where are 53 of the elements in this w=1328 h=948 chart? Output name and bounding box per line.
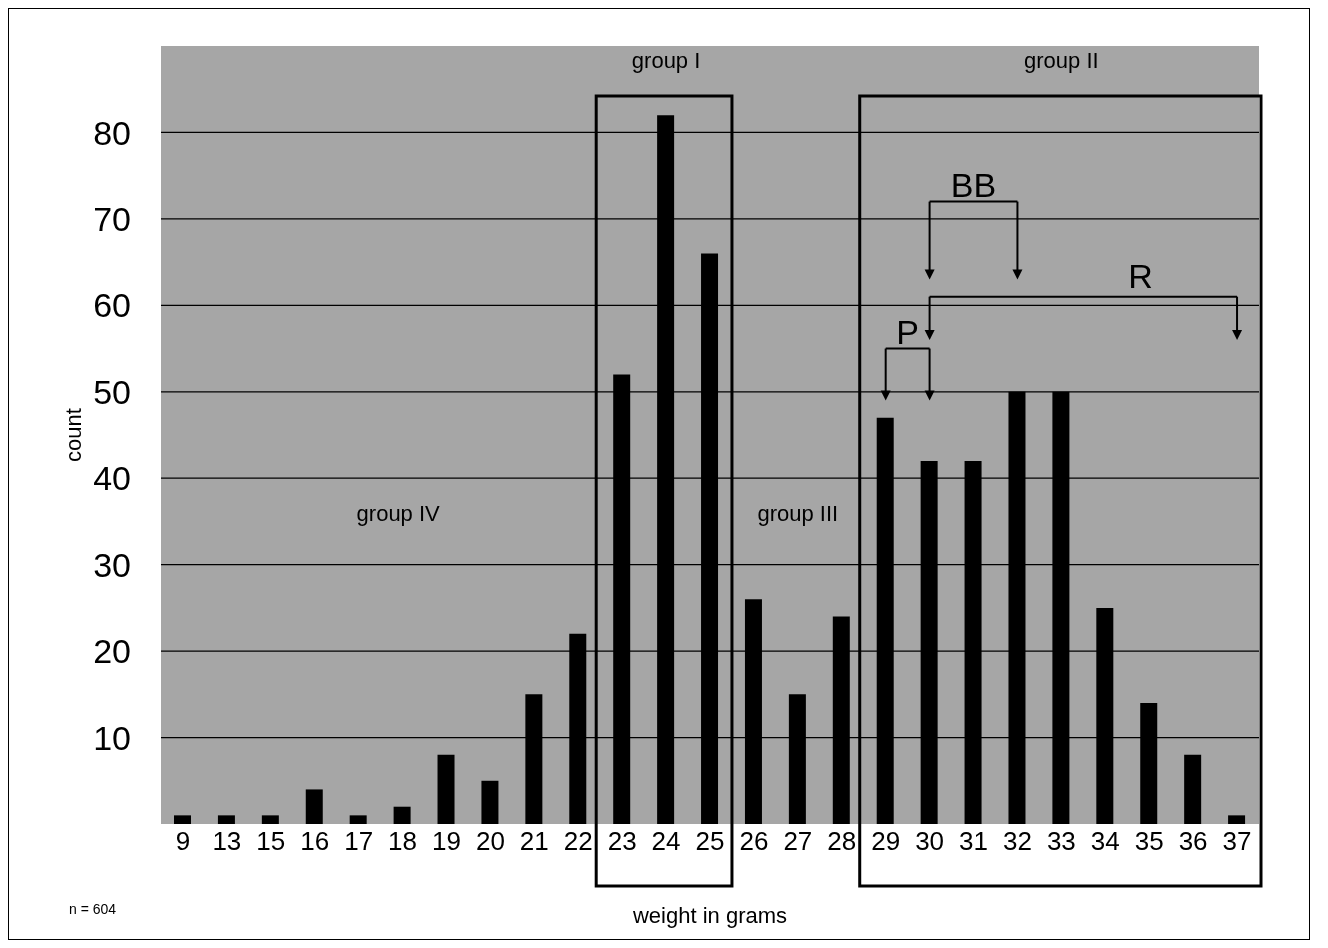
x-tick-label: 28 xyxy=(827,826,857,857)
x-tick-label: 32 xyxy=(1002,826,1032,857)
bar xyxy=(481,780,499,824)
y-axis-title: count xyxy=(61,408,86,462)
annotation: R xyxy=(1128,257,1153,296)
annotation: group III xyxy=(757,501,839,527)
x-tick-label: 26 xyxy=(739,826,769,857)
bar xyxy=(305,789,323,824)
bar xyxy=(437,754,455,824)
x-tick-label: 9 xyxy=(175,826,191,857)
x-tick-label: 18 xyxy=(388,826,418,857)
x-tick-label: 24 xyxy=(651,826,681,857)
y-tick-label: 30 xyxy=(93,545,131,584)
x-tick-label: 29 xyxy=(871,826,901,857)
x-tick-label: 16 xyxy=(300,826,330,857)
y-tick-label: 70 xyxy=(93,199,131,238)
bar xyxy=(174,815,191,824)
annotation: P xyxy=(896,313,919,352)
x-tick-label: 17 xyxy=(344,826,374,857)
x-axis-title: weight in grams xyxy=(631,903,788,928)
x-tick-label: 30 xyxy=(915,826,945,857)
bar xyxy=(217,815,235,824)
x-tick-label: 23 xyxy=(607,826,637,857)
y-tick-label: 60 xyxy=(93,286,131,325)
x-tick-label: 35 xyxy=(1134,826,1164,857)
y-tick-label: 20 xyxy=(93,632,131,671)
x-tick-label: 22 xyxy=(563,826,593,857)
x-tick-label: 31 xyxy=(959,826,988,857)
x-tick-label: 36 xyxy=(1178,826,1208,857)
bar xyxy=(1228,815,1246,824)
bar xyxy=(393,806,411,824)
x-tick-label: 19 xyxy=(432,826,461,857)
y-tick-label: 10 xyxy=(93,718,131,757)
x-tick-label: 33 xyxy=(1046,826,1076,857)
x-tick-label: 13 xyxy=(212,826,242,857)
x-tick-label: 27 xyxy=(783,826,813,857)
x-tick-label: 15 xyxy=(256,826,286,857)
x-tick-label: 20 xyxy=(475,826,505,857)
y-tick-label: 80 xyxy=(93,113,131,152)
annotation: group II xyxy=(1024,47,1099,73)
bar xyxy=(1184,754,1202,824)
x-tick-label: 25 xyxy=(695,826,725,857)
x-tick-label: 37 xyxy=(1222,826,1252,857)
annotation: group I xyxy=(631,47,701,73)
text: n = 604 xyxy=(69,901,117,917)
x-tick-label: 34 xyxy=(1090,826,1120,857)
bar xyxy=(349,815,367,824)
annotation: group IV xyxy=(356,501,441,527)
x-tick-label: 21 xyxy=(519,826,549,857)
bar xyxy=(261,815,279,824)
y-tick-label: 40 xyxy=(93,459,131,498)
annotation: BB xyxy=(950,166,997,205)
y-tick-label: 50 xyxy=(93,372,131,411)
